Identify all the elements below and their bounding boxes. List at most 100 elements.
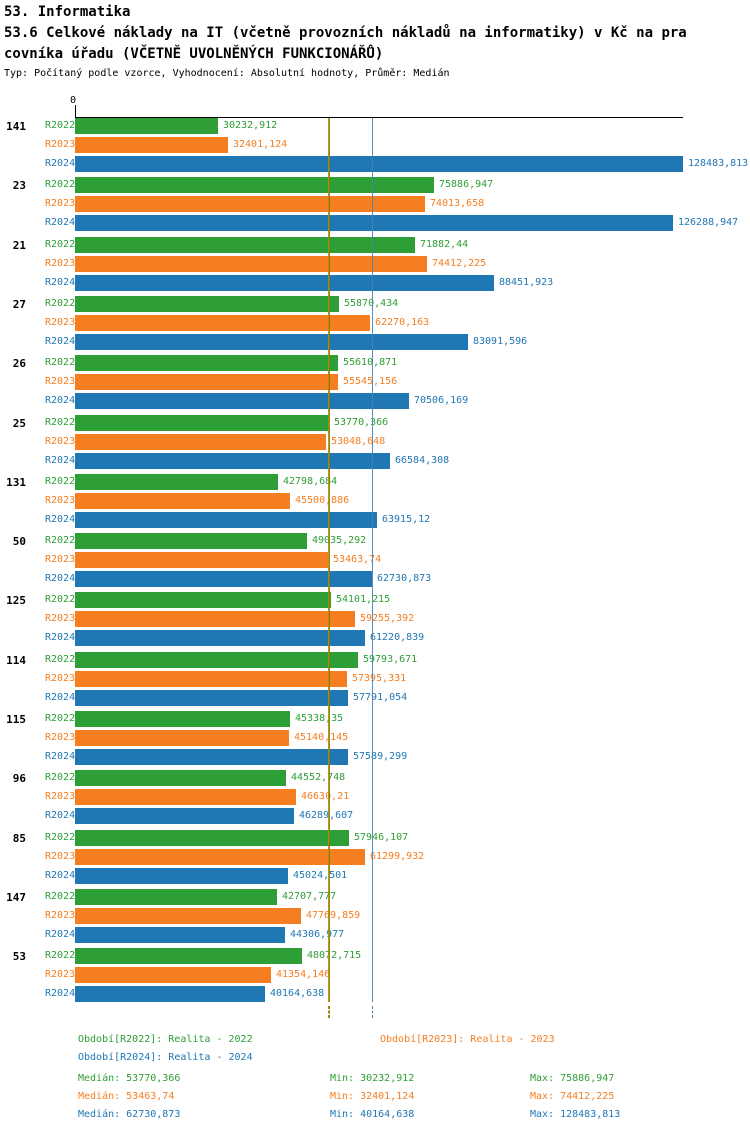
bar-50-R2022 [75, 533, 307, 550]
bar-131-R2022 [75, 473, 278, 490]
series-label: R2024 [45, 513, 76, 525]
series-label: R2022 [45, 238, 76, 250]
series-label: R2024 [45, 217, 76, 229]
series-label: R2023 [45, 613, 76, 625]
bar-26-R2024 [75, 393, 409, 410]
chart-subtitle-line1: 53.6 Celkové náklady na IT (včetně provo… [4, 25, 687, 41]
series-label: R2022 [45, 179, 76, 191]
bar-value-label: 57589,299 [353, 751, 408, 762]
series-label: R2023 [45, 672, 76, 684]
series-label: R2022 [45, 713, 76, 724]
bar-21-R2023 [75, 255, 427, 272]
bar-value-label: 71882,44 [420, 238, 469, 250]
bar-25-R2023 [75, 433, 326, 450]
bar-125-R2022 [75, 592, 331, 609]
bar-53-R2022 [75, 948, 302, 965]
group-label-125: 125 [6, 594, 26, 608]
group-label-85: 85 [12, 831, 26, 845]
series-label: R2022 [45, 535, 76, 547]
bar-23-R2022 [75, 177, 434, 194]
bar-21-R2022 [75, 236, 415, 253]
bar-53-R2023 [75, 967, 271, 984]
bar-value-label: 83091,596 [473, 335, 528, 347]
bar-26-R2022 [75, 355, 338, 372]
group-label-21: 21 [12, 238, 26, 252]
bar-115-R2024 [75, 749, 348, 765]
series-label: R2024 [45, 454, 76, 466]
legend-item-r2022: Období[R2022]: Realita - 2022 [78, 1034, 253, 1045]
bar-value-label: 32401,124 [233, 139, 288, 150]
bar-value-label: 45500,886 [295, 494, 350, 506]
bar-141-R2023 [75, 137, 228, 153]
series-label: R2023 [45, 554, 76, 566]
bar-value-label: 44552,748 [291, 772, 346, 784]
bar-114-R2022 [75, 651, 358, 668]
bar-value-label: 74412,225 [432, 257, 487, 269]
series-label: R2023 [45, 969, 76, 981]
bar-value-label: 66584,308 [395, 454, 450, 466]
bar-value-label: 59793,671 [363, 653, 418, 665]
stat-min-r2023: Min: 32401,124 [330, 1091, 415, 1102]
series-label: R2024 [45, 751, 76, 762]
stat-median-r2023: Medián: 53463,74 [78, 1091, 175, 1102]
series-label: R2023 [45, 257, 76, 269]
bar-25-R2022 [75, 414, 329, 431]
series-label: R2022 [45, 416, 76, 428]
group-label-23: 23 [12, 179, 26, 193]
series-label: R2024 [45, 573, 76, 585]
series-label: R2022 [45, 772, 76, 784]
series-label: R2022 [45, 950, 76, 962]
bar-27-R2023 [75, 314, 370, 331]
group-label-25: 25 [12, 416, 26, 430]
bar-125-R2024 [75, 630, 365, 647]
group-label-27: 27 [12, 297, 26, 311]
chart-title: 53. Informatika [4, 4, 131, 20]
bar-value-label: 49035,292 [312, 535, 367, 547]
bar-50-R2023 [75, 552, 328, 569]
series-label: R2024 [45, 632, 76, 644]
bar-value-label: 53463,74 [333, 554, 382, 566]
bar-114-R2023 [75, 670, 347, 687]
median-tick-R2024 [372, 1006, 373, 1018]
bar-value-label: 54101,215 [336, 594, 391, 606]
axis-zero-tick [75, 105, 76, 117]
series-label: R2022 [45, 475, 76, 487]
bar-value-label: 30232,912 [223, 120, 278, 131]
bar-value-label: 44306,977 [290, 928, 345, 940]
stat-min-r2022: Min: 30232,912 [330, 1073, 415, 1084]
legend-item-r2024: Období[R2024]: Realita - 2024 [78, 1052, 253, 1063]
legend-item-r2023: Období[R2023]: Realita - 2023 [380, 1034, 555, 1045]
bar-25-R2024 [75, 452, 390, 469]
bar-131-R2024 [75, 511, 377, 528]
stat-max-r2024: Max: 128483,813 [530, 1109, 621, 1120]
bar-23-R2024 [75, 215, 673, 232]
bar-value-label: 62730,873 [377, 573, 432, 585]
bar-value-label: 88451,923 [499, 276, 554, 288]
bar-53-R2024 [75, 986, 265, 1003]
bar-27-R2024 [75, 333, 468, 350]
bar-value-label: 128483,813 [688, 158, 749, 169]
bar-plot: 141 R2022 30232,912 R2023 32401,124 R2024 1284… [0, 118, 750, 1018]
bar-115-R2022 [75, 711, 290, 727]
bar-value-label: 48072,715 [307, 950, 362, 962]
stat-median-r2022: Medián: 53770,366 [78, 1073, 181, 1084]
bar-value-label: 45024,501 [293, 869, 348, 881]
group-label-147: 147 [6, 890, 26, 904]
series-label: R2024 [45, 691, 76, 703]
stat-max-r2023: Max: 74412,225 [530, 1091, 615, 1102]
group-label-141: 141 [6, 120, 26, 133]
group-label-96: 96 [12, 772, 26, 786]
series-label: R2024 [45, 158, 76, 169]
bar-value-label: 53770,366 [334, 416, 389, 428]
series-label: R2022 [45, 831, 76, 843]
bar-value-label: 75886,947 [439, 179, 494, 191]
bar-147-R2024 [75, 926, 285, 943]
bar-85-R2022 [75, 829, 349, 846]
group-label-114: 114 [6, 653, 26, 667]
bar-96-R2024 [75, 808, 294, 825]
bar-value-label: 63915,12 [382, 513, 431, 525]
series-label: R2024 [45, 335, 76, 347]
chart-subtitle-line2: covníka úřadu (VČETNĚ UVOLNĚNÝCH FUNKCIO… [4, 46, 384, 62]
bar-115-R2023 [75, 730, 289, 746]
